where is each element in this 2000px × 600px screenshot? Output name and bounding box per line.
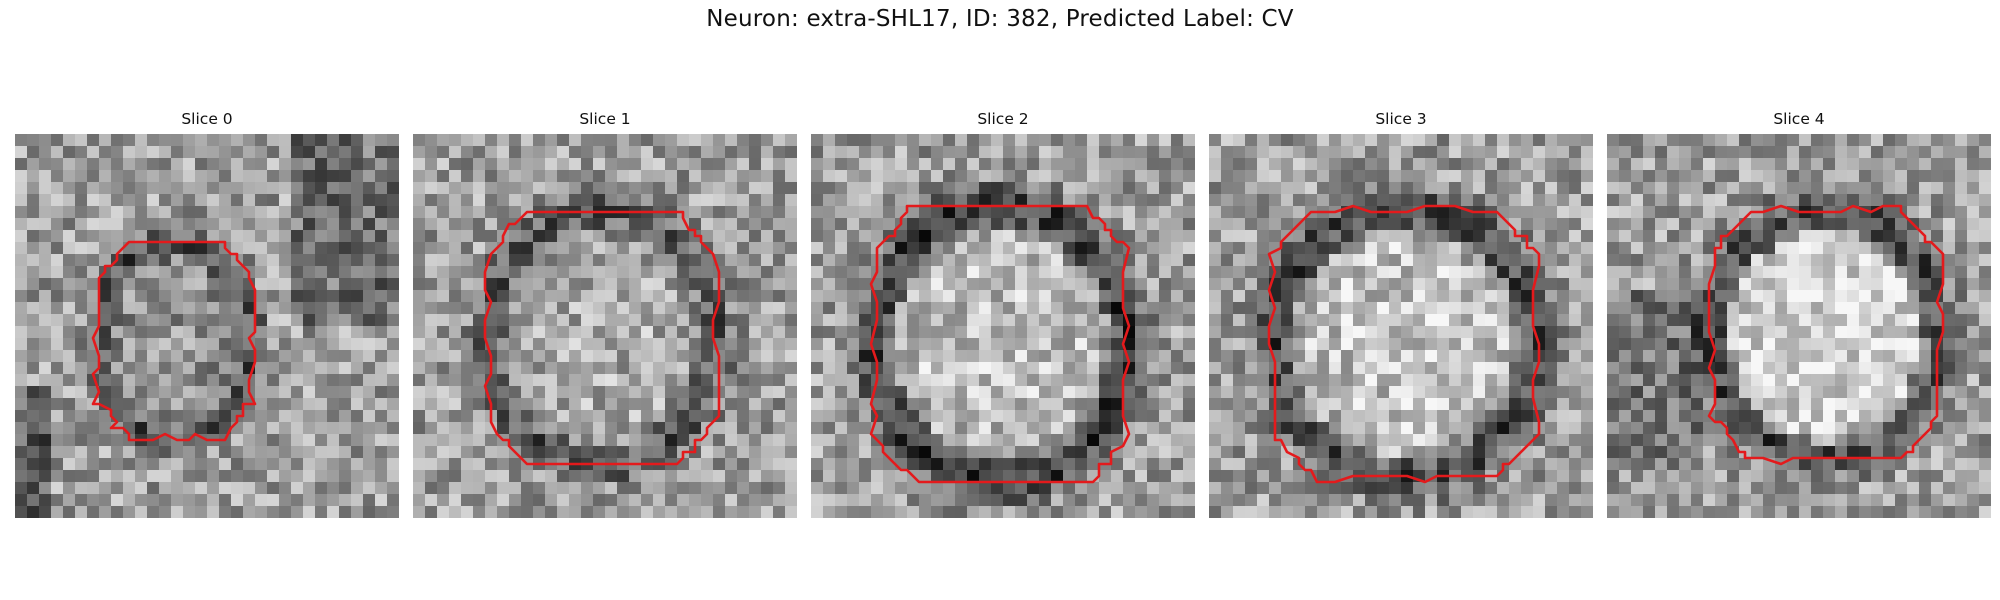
pixel-grid — [1607, 134, 1991, 518]
slice-image-0 — [15, 134, 399, 518]
pixel-grid — [1209, 134, 1593, 518]
slice-title-3: Slice 3 — [1375, 110, 1427, 128]
contour-line — [1707, 204, 1945, 466]
pixel-grid — [15, 134, 399, 518]
slice-image-4 — [1607, 134, 1991, 518]
slice-image-2 — [811, 134, 1195, 518]
slice-panel-3: Slice 3 — [1209, 104, 1593, 518]
figure-title: Neuron: extra-SHL17, ID: 382, Predicted … — [706, 6, 1294, 32]
pixel-grid — [413, 134, 797, 518]
slice-panel-1: Slice 1 — [413, 104, 797, 518]
contour-line — [483, 210, 721, 466]
pixel-grid — [811, 134, 1195, 518]
contour-line — [869, 204, 1131, 484]
slice-image-3 — [1209, 134, 1593, 518]
contour-line — [1267, 204, 1541, 484]
slice-panel-0: Slice 0 — [15, 104, 399, 518]
slice-title-2: Slice 2 — [977, 110, 1029, 128]
slice-title-0: Slice 0 — [181, 110, 233, 128]
slice-panel-2: Slice 2 — [811, 104, 1195, 518]
contour-line — [91, 240, 257, 442]
slice-panel-4: Slice 4 — [1607, 104, 1991, 518]
slice-title-4: Slice 4 — [1773, 110, 1825, 128]
slice-title-1: Slice 1 — [579, 110, 631, 128]
slice-image-1 — [413, 134, 797, 518]
